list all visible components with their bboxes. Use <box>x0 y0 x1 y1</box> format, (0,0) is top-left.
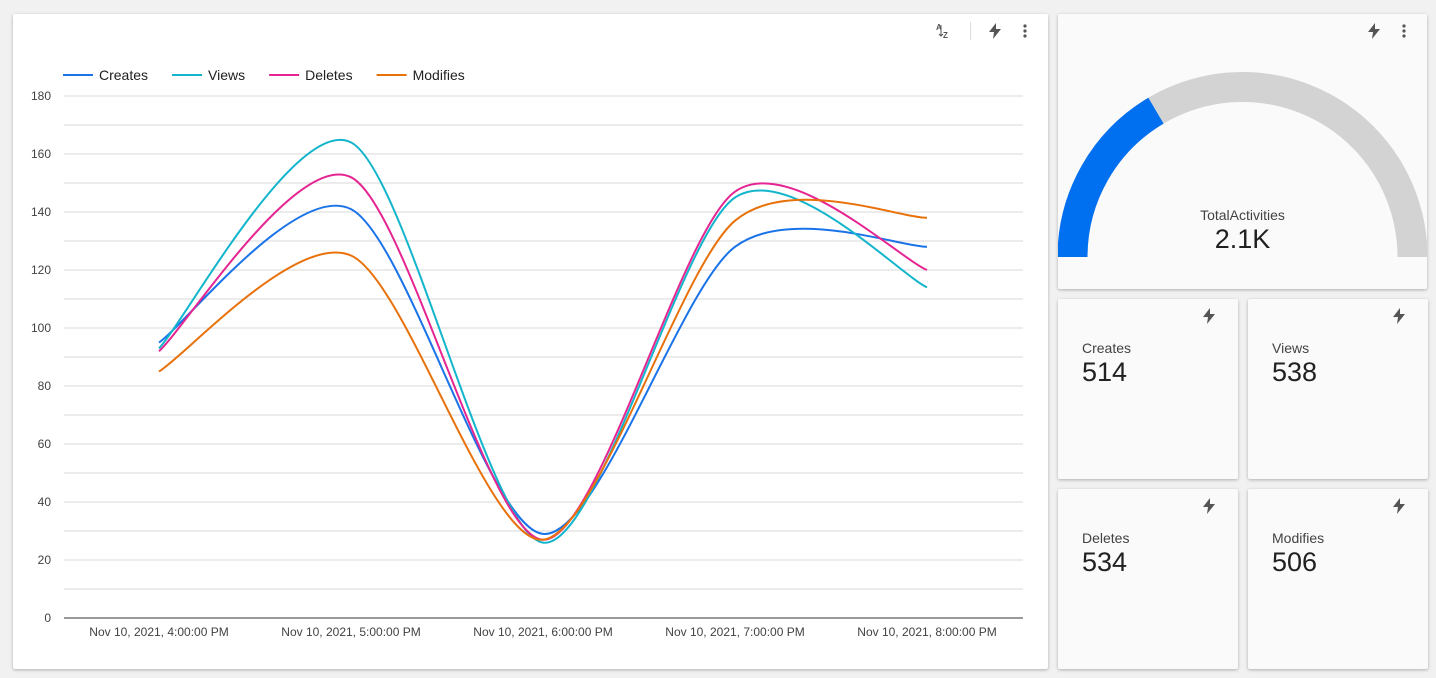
series-line-creates[interactable] <box>158 205 928 535</box>
bolt-icon[interactable] <box>1200 307 1218 325</box>
kpi-value: 538 <box>1272 357 1318 387</box>
kpi-value: 534 <box>1082 547 1128 577</box>
y-tick-label: 120 <box>31 263 51 277</box>
kpi-label: Views <box>1272 340 1310 356</box>
kpi-value: 506 <box>1272 547 1318 577</box>
legend-item-views[interactable]: Views <box>172 67 245 83</box>
y-tick-label: 80 <box>38 379 52 393</box>
gauge <box>1058 72 1427 258</box>
x-tick-label: Nov 10, 2021, 4:00:00 PM <box>89 625 228 639</box>
x-tick-label: Nov 10, 2021, 7:00:00 PM <box>665 625 804 639</box>
kpi-label: Creates <box>1082 340 1132 356</box>
kpi-value: 514 <box>1082 357 1128 387</box>
y-tick-label: 100 <box>31 321 51 335</box>
bolt-icon[interactable] <box>1200 497 1218 515</box>
legend-item-deletes[interactable]: Deletes <box>269 67 353 83</box>
y-tick-label: 20 <box>38 553 52 567</box>
svg-text:Z: Z <box>943 31 948 40</box>
line-chart: 0 20 40 60 80 100 120 140 160 180 Nov 10, 2021, 4… <box>31 67 1023 639</box>
gauge-label: TotalActivities <box>1200 207 1285 223</box>
gauge-fill <box>1058 97 1164 258</box>
x-tick-label: Nov 10, 2021, 6:00:00 PM <box>473 625 612 639</box>
kpi-card-views: Views 538 <box>1248 299 1428 479</box>
x-tick-label: Nov 10, 2021, 8:00:00 PM <box>857 625 996 639</box>
kpi-card-modifies: Modifies 506 <box>1248 489 1428 669</box>
toolbar-divider <box>970 22 971 40</box>
svg-text:A: A <box>936 23 942 32</box>
more-vert-icon[interactable] <box>1015 21 1035 41</box>
y-tick-label: 160 <box>31 147 51 161</box>
y-tick-label: 140 <box>31 205 51 219</box>
kpi-card-creates: Creates 514 <box>1058 299 1238 479</box>
bolt-icon[interactable] <box>1364 21 1384 41</box>
more-vert-icon[interactable] <box>1394 21 1414 41</box>
bolt-icon[interactable] <box>1390 307 1408 325</box>
kpi-label: Modifies <box>1272 530 1325 546</box>
legend-label: Deletes <box>305 67 352 83</box>
bolt-icon[interactable] <box>985 21 1005 41</box>
y-tick-label: 60 <box>38 437 52 451</box>
legend-label: Views <box>208 67 245 83</box>
y-tick-label: 180 <box>31 89 51 103</box>
y-tick-label: 40 <box>38 495 52 509</box>
kpi-card-deletes: Deletes 534 <box>1058 489 1238 669</box>
x-tick-label: Nov 10, 2021, 5:00:00 PM <box>281 625 420 639</box>
y-tick-label: 0 <box>44 611 51 625</box>
total-activities-gauge-card: TotalActivities 2.1K <box>1058 14 1427 289</box>
legend-label: Creates <box>99 67 148 83</box>
legend-item-creates[interactable]: Creates <box>63 67 148 83</box>
legend-label: Modifies <box>413 67 465 83</box>
activity-chart-card: A Z 0 20 40 60 80 100 120 140 160 180 Nov 10, 202… <box>13 14 1048 669</box>
kpi-label: Deletes <box>1082 530 1130 546</box>
legend-item-modifies[interactable]: Modifies <box>376 67 465 83</box>
sort-az-icon[interactable]: A Z <box>932 21 954 41</box>
gauge-value: 2.1K <box>1214 224 1271 254</box>
series-line-modifies[interactable] <box>158 198 928 541</box>
bolt-icon[interactable] <box>1390 497 1408 515</box>
